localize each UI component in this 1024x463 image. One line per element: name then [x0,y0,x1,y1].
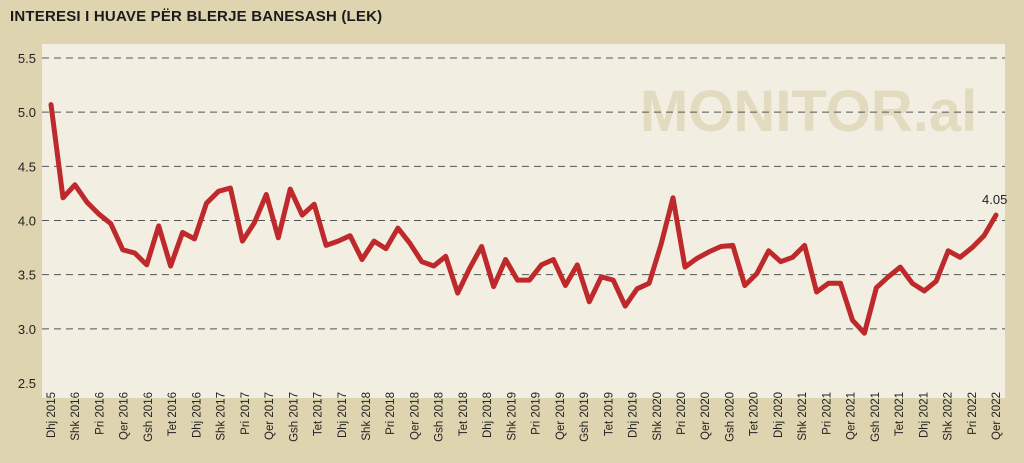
x-tick-label: Shk 2016 [70,392,82,441]
x-tick-label: Qer 2022 [991,392,1003,440]
x-tick-label: Pri 2021 [821,392,833,435]
x-tick-label: Pri 2019 [531,392,543,435]
y-tick-label: 4.5 [18,159,36,174]
x-tick-label: Dhj 2017 [337,392,349,438]
x-tick-label: Shk 2020 [652,392,664,441]
y-tick-label: 3.0 [18,322,36,337]
x-tick-label: Qer 2016 [119,392,131,440]
series-layer [48,102,999,336]
x-tick-label: Pri 2022 [967,392,979,435]
x-tick-label: Dhj 2019 [628,392,640,438]
x-axis-ticks: Dhj 2015 Shk 2016 Pri 2016 Qer 2016 Gsh 2016… [46,392,1003,442]
watermark-text: MONITOR.al [640,79,977,144]
x-tick-label: Dhj 2018 [482,392,494,438]
x-tick-label: Qer 2018 [409,392,421,440]
y-tick-label: 5.5 [18,51,36,66]
x-tick-label: Gsh 2020 [724,392,736,442]
x-tick-label: Pri 2018 [385,392,397,435]
x-tick-label: Dhj 2015 [46,392,58,438]
y-tick-label: 2.5 [18,376,36,391]
x-tick-label: Dhj 2021 [918,392,930,438]
x-tick-label: Gsh 2018 [434,392,446,442]
x-tick-label: Gsh 2016 [143,392,155,442]
y-tick-label: 3.5 [18,268,36,283]
x-tick-label: Tet 2017 [313,392,325,436]
series-line [48,102,999,336]
y-axis-ticks: 5.5 5.0 4.5 4.0 3.5 3.0 2.5 [18,51,36,391]
last-value-label: 4.05 [982,192,1007,207]
x-tick-label: Shk 2019 [506,392,518,441]
x-tick-label: Qer 2017 [264,392,276,440]
x-tick-label: Gsh 2019 [579,392,591,442]
x-tick-label: Tet 2018 [458,392,470,436]
x-tick-label: Tet 2016 [167,392,179,436]
x-tick-label: Shk 2022 [943,392,955,441]
x-tick-label: Tet 2019 [603,392,615,436]
x-tick-label: Pri 2017 [240,392,252,435]
y-tick-label: 4.0 [18,214,36,229]
x-tick-label: Pri 2020 [676,392,688,435]
chart-title: INTERESI I HUAVE PËR BLERJE BANESASH (LE… [10,8,382,25]
x-tick-label: Pri 2016 [94,392,106,435]
x-tick-label: Shk 2018 [361,392,373,441]
x-tick-label: Qer 2021 [846,392,858,440]
y-tick-label: 5.0 [18,105,36,120]
x-tick-label: Gsh 2021 [870,392,882,442]
x-tick-label: Qer 2020 [700,392,712,440]
x-tick-label: Dhj 2020 [773,392,785,438]
x-tick-label: Shk 2021 [797,392,809,441]
x-tick-label: Shk 2017 [216,392,228,441]
x-tick-label: Tet 2020 [749,392,761,436]
x-tick-label: Dhj 2016 [191,392,203,438]
x-tick-label: Tet 2021 [894,392,906,436]
x-tick-label: Gsh 2017 [288,392,300,442]
x-tick-label: Qer 2019 [555,392,567,440]
